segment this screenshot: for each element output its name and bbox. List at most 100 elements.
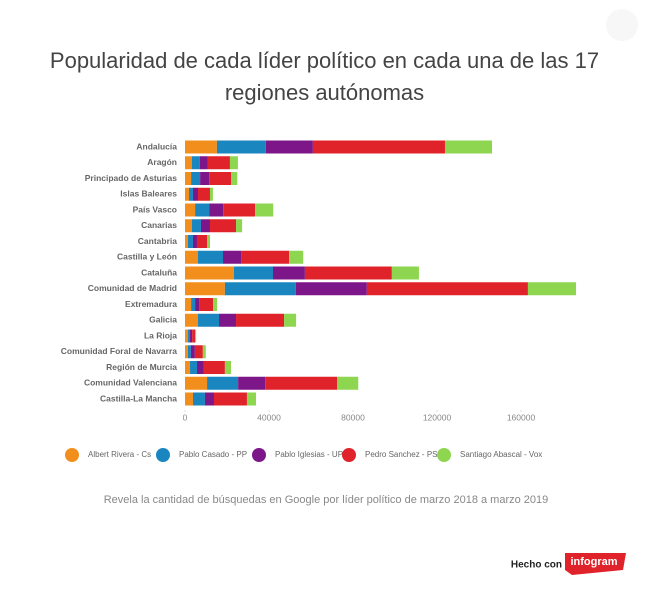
y-tick-label: Andalucía xyxy=(136,141,177,151)
bar-segment xyxy=(203,361,225,374)
bar-segment xyxy=(190,329,193,343)
bar-segment xyxy=(207,156,230,170)
bar-segment xyxy=(216,140,266,154)
y-tick-label: Cataluña xyxy=(141,267,177,277)
bar-segment xyxy=(198,313,220,327)
legend-swatch xyxy=(252,448,266,462)
bar-segment xyxy=(265,140,313,154)
bar-segment xyxy=(185,361,191,374)
y-tick-label: Canarias xyxy=(141,220,177,230)
bar-segment xyxy=(195,329,197,343)
subtitle: Revela la cantidad de búsquedas en Googl… xyxy=(104,494,549,506)
bar-segment xyxy=(192,329,196,343)
bar-segment xyxy=(527,282,577,296)
bar-segment xyxy=(191,156,200,170)
bar-segment xyxy=(246,392,256,406)
credit: Hecho con xyxy=(511,560,562,571)
bar-segment xyxy=(188,187,193,201)
legend-swatch xyxy=(437,448,451,462)
bar-segment xyxy=(204,392,214,406)
bar-segment xyxy=(185,298,192,311)
y-tick-label: Comunidad de Madrid xyxy=(88,283,177,293)
bar-segment xyxy=(185,250,199,264)
bar-segment xyxy=(192,392,205,406)
bar-segment xyxy=(185,172,192,185)
bar-segment xyxy=(284,313,297,327)
x-tick-label: 40000 xyxy=(257,412,281,422)
bar-segment xyxy=(192,235,197,248)
bar-segment xyxy=(191,219,201,233)
legend-label: Albert Rivera - Cs xyxy=(88,450,151,459)
legend-label: Pablo Iglesias - UP xyxy=(275,450,343,459)
bar-segment xyxy=(238,376,266,390)
bar-segment xyxy=(185,282,225,296)
bar-segment xyxy=(185,392,193,406)
bar-segment xyxy=(190,345,195,359)
bar-segment xyxy=(200,219,210,233)
bar-segment xyxy=(241,250,290,264)
x-tick-label: 80000 xyxy=(341,412,365,422)
bar-segment xyxy=(223,250,242,264)
bar-segment xyxy=(185,140,217,154)
bar-segment xyxy=(185,313,199,327)
bar-segment xyxy=(366,282,528,296)
bar-segment xyxy=(190,361,197,374)
legend-label: Pedro Sanchez - PSOE xyxy=(365,450,449,459)
bar-segment xyxy=(213,392,247,406)
bar-segment xyxy=(209,203,224,217)
y-tick-label: Principado de Asturias xyxy=(85,173,178,183)
bar-segment xyxy=(191,298,196,311)
bar-segment xyxy=(195,298,200,311)
bar-segment xyxy=(200,172,210,185)
bar-segment xyxy=(185,235,188,248)
bar-segment xyxy=(213,298,218,311)
brand: infogram xyxy=(570,556,617,568)
bar-segment xyxy=(272,266,305,280)
bar-segment xyxy=(191,172,201,185)
y-tick-label: Comunidad Valenciana xyxy=(84,378,177,388)
legend-swatch xyxy=(156,448,170,462)
bar-segment xyxy=(207,235,210,248)
bar-segment xyxy=(209,219,237,233)
bar-segment xyxy=(236,313,285,327)
bar-segment xyxy=(199,156,208,170)
x-tick-label: 120000 xyxy=(423,412,452,422)
bar-segment xyxy=(219,313,237,327)
bar-segment xyxy=(337,376,359,390)
corner-badge xyxy=(606,9,638,41)
brand-badge xyxy=(565,553,626,575)
bar-segment xyxy=(185,203,196,217)
bar-segment xyxy=(196,235,208,248)
bar-segment xyxy=(304,266,392,280)
bar-segment xyxy=(224,361,231,374)
y-tick-label: La Rioja xyxy=(144,330,177,340)
bar-segment xyxy=(187,235,193,248)
bar-segment xyxy=(196,361,204,374)
bar-segment xyxy=(202,345,206,359)
bar-segment xyxy=(185,187,189,201)
y-tick-label: País Vasco xyxy=(133,204,177,214)
y-tick-label: Región de Murcia xyxy=(106,362,177,372)
x-tick-label: 160000 xyxy=(507,412,536,422)
y-tick-label: Extremadura xyxy=(125,299,177,309)
bar-segment xyxy=(224,282,296,296)
bar-segment xyxy=(289,250,304,264)
legend-label: Pablo Casado - PP xyxy=(179,450,247,459)
bar-segment xyxy=(198,187,210,201)
bar-segment xyxy=(295,282,367,296)
chart-title: Popularidad de cada líder político en ca… xyxy=(49,48,600,105)
bar-segment xyxy=(192,187,199,201)
bar-segment xyxy=(223,203,256,217)
bar-segment xyxy=(185,329,188,343)
bar-segment xyxy=(209,172,232,185)
bar-segment xyxy=(194,345,203,359)
bar-segment xyxy=(185,345,188,359)
bar-segment xyxy=(185,219,192,233)
bar-segment xyxy=(207,376,239,390)
y-tick-label: Aragón xyxy=(147,157,177,167)
bar-segment xyxy=(198,250,224,264)
legend-swatch xyxy=(342,448,356,462)
x-tick-label: 0 xyxy=(183,412,188,422)
